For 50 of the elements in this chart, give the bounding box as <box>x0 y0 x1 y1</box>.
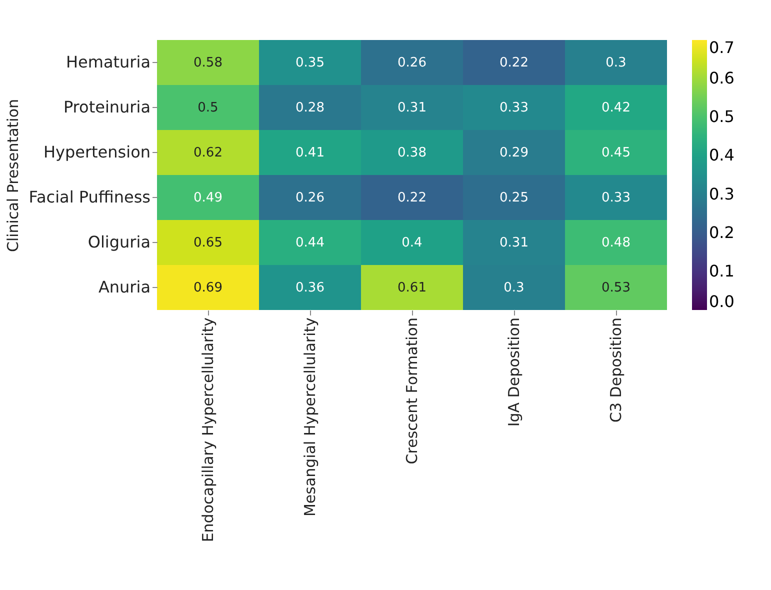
data-label: 0.45 <box>602 146 630 160</box>
color-bar-label: 0.4 <box>709 146 734 165</box>
data-label: 0.29 <box>500 146 528 160</box>
data-label: 0.26 <box>398 56 426 70</box>
x-tick-label: Endocapillary Hypercellularity <box>199 317 217 542</box>
data-label: 0.31 <box>398 100 426 116</box>
x-tick-label: Mesangial Hypercellularity <box>301 317 319 517</box>
data-label: 0.41 <box>296 146 324 160</box>
y-tick-label: Oliguria <box>88 232 150 252</box>
y-tick-label: Proteinuria <box>63 98 150 116</box>
data-label: 0.53 <box>602 280 630 296</box>
data-label: 0.28 <box>296 100 324 116</box>
data-label: 0.31 <box>500 236 528 250</box>
data-label: 0.58 <box>194 56 222 70</box>
color-bar-label: 0.0 <box>709 292 734 311</box>
x-tick-label: C3 Deposition <box>607 318 625 422</box>
data-label: 0.22 <box>398 190 426 206</box>
data-label: 0.33 <box>500 100 528 116</box>
data-label: 0.25 <box>500 190 528 206</box>
data-label: 0.44 <box>296 236 324 250</box>
data-label: 0.26 <box>296 190 324 206</box>
color-bar-label: 0.6 <box>709 68 734 88</box>
data-label: 0.48 <box>602 236 630 250</box>
data-label: 0.38 <box>398 146 426 160</box>
y-tick-label: Anuria <box>98 278 150 296</box>
color-bar-label: 0.3 <box>709 184 734 204</box>
data-label: 0.22 <box>500 56 528 70</box>
y-tick-label: Facial Puffiness <box>28 188 150 206</box>
x-tick-label: IgA Deposition <box>505 318 523 427</box>
data-label: 0.3 <box>504 280 524 296</box>
data-label: 0.3 <box>606 56 626 70</box>
y-tick-label: Hypertension <box>43 142 150 162</box>
data-label: 0.61 <box>398 280 426 296</box>
y-tick-label: Hematuria <box>66 52 150 72</box>
data-label: 0.49 <box>194 190 222 206</box>
data-label: 0.62 <box>194 146 222 160</box>
color-bar-label: 0.1 <box>709 261 734 280</box>
x-tick-label: Crescent Formation <box>403 318 421 464</box>
color-bar-label: 0.5 <box>709 107 734 126</box>
data-label: 0.42 <box>602 100 630 116</box>
color-bar-label: 0.7 <box>709 38 734 57</box>
data-label: 0.69 <box>194 280 222 296</box>
color-bar-label: 0.2 <box>709 222 734 242</box>
data-label: 0.65 <box>194 236 222 250</box>
y-axis-title: Clinical Presentation <box>4 98 22 252</box>
data-label: 0.5 <box>198 100 218 116</box>
data-label: 0.33 <box>602 190 630 206</box>
data-label: 0.4 <box>402 236 422 250</box>
data-label: 0.35 <box>296 56 324 70</box>
data-label: 0.36 <box>296 280 324 296</box>
